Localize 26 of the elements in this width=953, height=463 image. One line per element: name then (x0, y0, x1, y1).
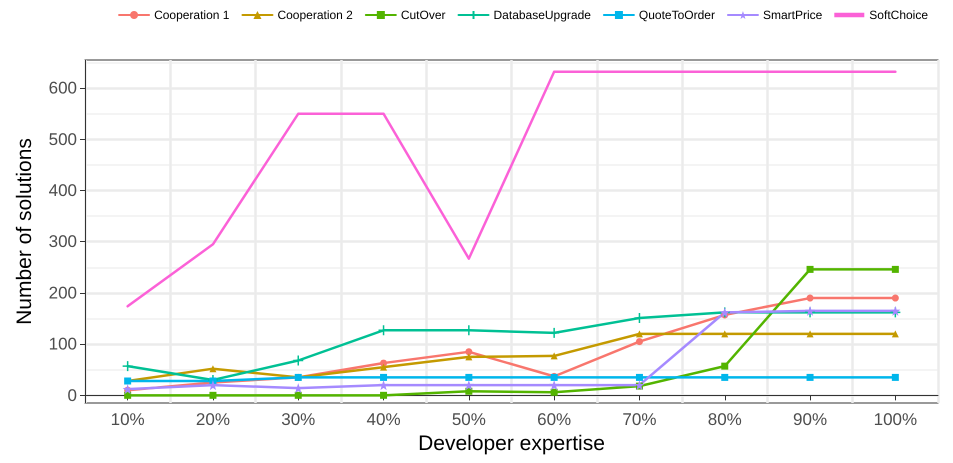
legend-label: SmartPrice (762, 8, 823, 22)
x-axis-title: Developer expertise (418, 432, 605, 455)
x-tick-label: 70% (622, 410, 656, 429)
x-tick-label: 10% (110, 410, 145, 429)
y-tick-label: 100 (48, 334, 77, 354)
x-tick-label: 40% (366, 410, 401, 429)
y-tick-label: 300 (48, 232, 77, 252)
y-axis-title: Number of solutions (13, 138, 36, 325)
legend-label: DatabaseUpgrade (494, 8, 592, 22)
legend-label: SoftChoice (869, 8, 928, 22)
legend-label: Cooperation 1 (154, 8, 230, 22)
y-tick-label: 600 (48, 78, 77, 98)
legend-label: CutOver (400, 8, 446, 22)
y-tick-label: 500 (48, 130, 77, 149)
y-tick-label: 400 (48, 181, 77, 200)
x-tick-label: 90% (793, 410, 828, 429)
x-tick-label: 20% (196, 410, 230, 429)
x-tick-label: 100% (874, 410, 918, 429)
legend-label: QuoteToOrder (638, 8, 715, 22)
x-tick-label: 80% (708, 410, 742, 429)
x-tick-label: 30% (281, 410, 316, 429)
x-tick-label: 60% (537, 410, 572, 429)
legend-label: Cooperation 2 (277, 8, 354, 22)
x-tick-label: 50% (452, 410, 486, 429)
y-tick-label: 0 (68, 386, 77, 405)
y-tick-label: 200 (48, 283, 77, 302)
